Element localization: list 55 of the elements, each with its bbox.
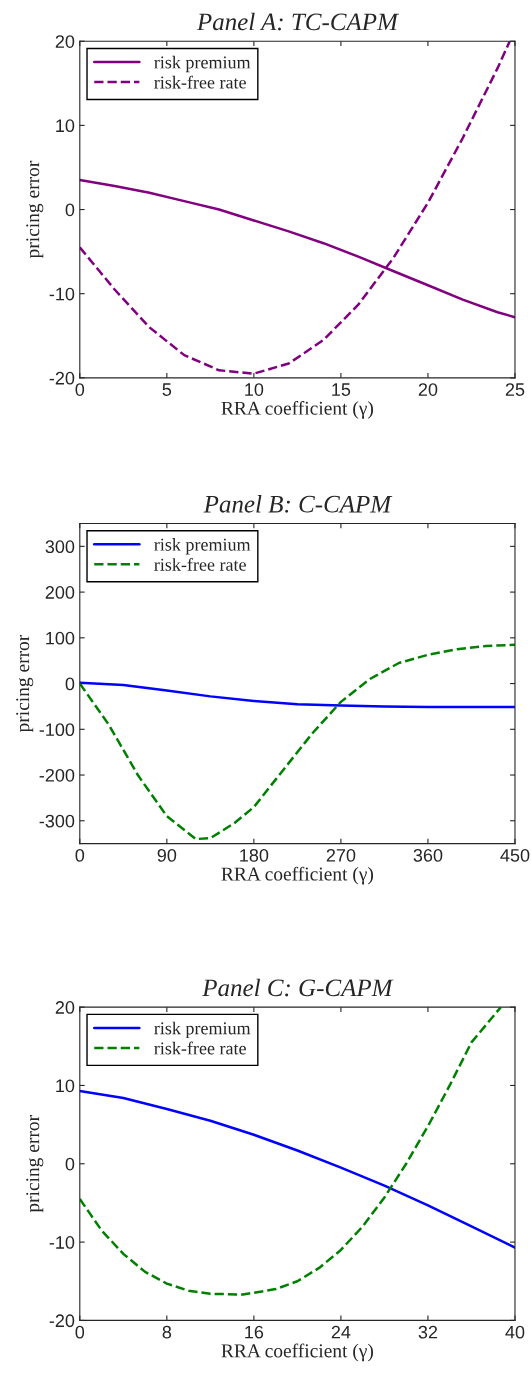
y-tick-label: 0 [65, 1157, 75, 1171]
line-series [79, 681, 515, 709]
x-tick-label: 16 [245, 1325, 264, 1339]
x-tick-label: 450 [500, 848, 530, 862]
x-tick-label: 360 [413, 848, 443, 862]
x-tick-label: 20 [418, 383, 438, 396]
y-tick-label: 0 [65, 677, 75, 691]
x-tick-label: 270 [326, 848, 356, 862]
x-tick-label: 24 [331, 1325, 351, 1339]
legend-label: risk-free rate [154, 557, 246, 571]
line-series [79, 41, 511, 375]
legend-label: risk premium [154, 538, 251, 555]
y-tick-label: -10 [49, 287, 75, 301]
x-tick-label: 0 [75, 383, 85, 396]
y-tick-label: 200 [45, 586, 75, 599]
y-axis-title: pricing error [16, 634, 34, 733]
y-tick-label: -20 [49, 1314, 75, 1328]
y-tick-label: -100 [39, 723, 75, 737]
y-tick-label: -10 [49, 1236, 75, 1249]
x-tick-label: 25 [505, 383, 525, 396]
line-series [79, 643, 515, 841]
y-tick-label: -20 [49, 371, 75, 385]
y-tick-label: 10 [56, 119, 75, 133]
y-tick-label: -200 [39, 768, 75, 782]
x-tick-label: 90 [157, 848, 177, 862]
line-series [79, 1089, 515, 1249]
y-axis-title: pricing error [26, 1115, 44, 1213]
x-tick-label: 180 [240, 848, 269, 862]
x-axis-title: RRA coefficient (γ) [221, 866, 374, 885]
y-axis-title: pricing error [26, 160, 44, 259]
legend-label: risk premium [154, 55, 251, 73]
y-tick-label: 100 [46, 631, 75, 645]
legend-label: risk-free rate [154, 1041, 246, 1055]
y-tick-label: 300 [45, 540, 75, 554]
x-tick-label: 0 [75, 848, 85, 862]
x-axis-title: RRA coefficient (γ) [221, 400, 374, 419]
y-tick-label: 0 [65, 203, 75, 217]
x-tick-label: 40 [505, 1325, 525, 1339]
y-tick-label: 20 [55, 35, 75, 48]
y-tick-label: 20 [55, 1001, 75, 1014]
legend-label: risk premium [154, 1021, 251, 1039]
legend-label: risk-free rate [154, 75, 246, 89]
y-tick-label: 10 [56, 1079, 75, 1093]
x-tick-label: 8 [162, 1325, 172, 1339]
x-tick-label: 32 [418, 1325, 438, 1339]
y-tick-label: -300 [39, 814, 75, 828]
chart-title: Panel B: C-CAPM [203, 495, 393, 513]
x-axis-title: RRA coefficient (γ) [221, 1343, 374, 1362]
x-tick-label: 10 [245, 383, 264, 396]
x-tick-label: 5 [162, 383, 172, 396]
x-tick-label: 15 [332, 383, 351, 396]
x-tick-label: 0 [75, 1325, 85, 1339]
line-series [79, 1007, 503, 1296]
chart-title: Panel A: TC-CAPM [196, 12, 399, 31]
chart-title: Panel C: G-CAPM [202, 978, 394, 997]
